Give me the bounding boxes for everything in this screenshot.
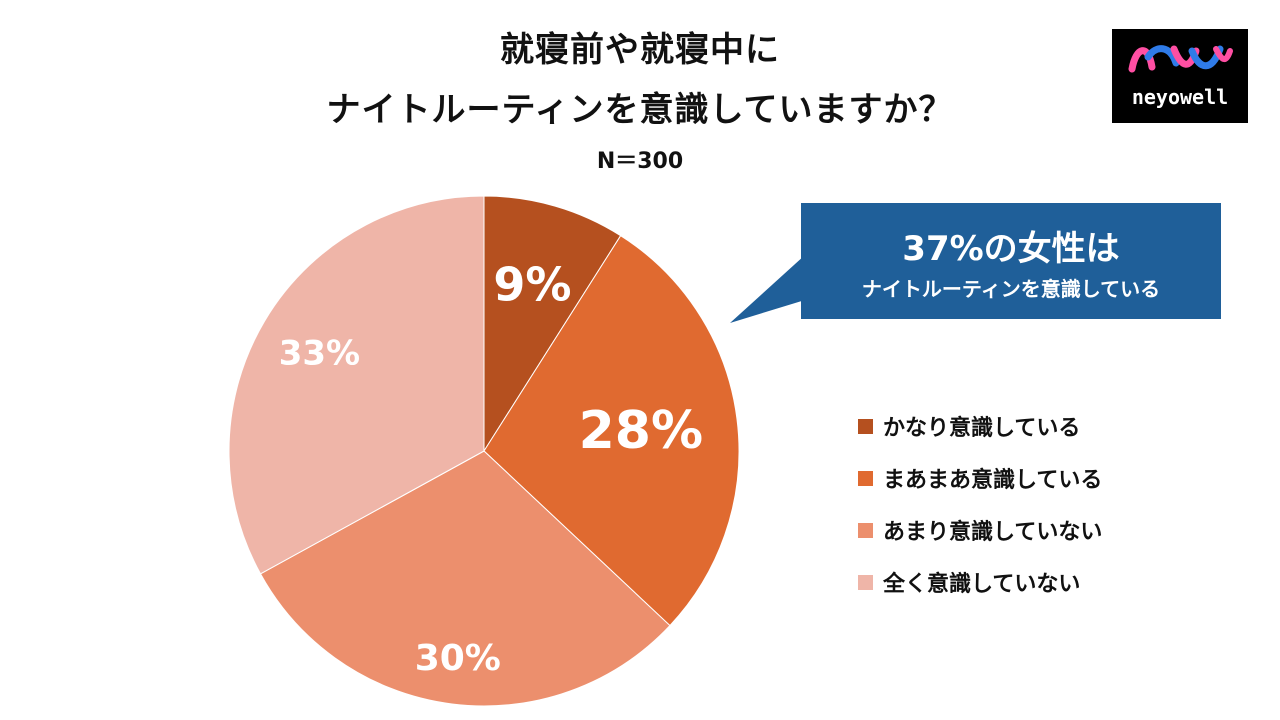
pie-slice	[483, 235, 740, 627]
sample-size-label: N＝300	[596, 149, 684, 174]
pie-slice	[483, 195, 622, 453]
pie-data-label: 9%	[493, 257, 571, 311]
pie-data-label: 28%	[579, 401, 703, 461]
chart-legend: かなり意識している まあまあ意識している あまり意識していない 全く意識していな…	[858, 400, 1258, 608]
pie-data-label: 30%	[415, 638, 501, 679]
legend-item: あまり意識していない	[858, 504, 1258, 556]
legend-item: かなり意識している	[858, 400, 1258, 452]
callout-headline: 37%の女性は	[902, 229, 1120, 269]
legend-swatch	[858, 522, 873, 538]
legend-label: あまり意識していない	[883, 520, 1103, 545]
legend-swatch	[858, 574, 873, 590]
callout-subtext: ナイトルーティンを意識している	[861, 277, 1161, 301]
chart-title-line-1: 就寝前や就寝中に	[500, 30, 780, 70]
pie-slice	[259, 450, 671, 707]
pie-data-label: 33%	[279, 334, 360, 374]
callout-box: 37%の女性は ナイトルーティンを意識している	[801, 203, 1221, 319]
pie-slice	[228, 195, 485, 575]
legend-swatch	[858, 470, 873, 486]
legend-swatch	[858, 418, 873, 434]
neyowell-logo-mark-icon	[1128, 45, 1233, 73]
legend-label: 全く意識していない	[883, 572, 1081, 597]
legend-item: まあまあ意識している	[858, 452, 1258, 504]
brand-logo: neyowell	[1112, 29, 1248, 123]
chart-title-line-2: ナイトルーティンを意識していますか？	[326, 90, 954, 130]
legend-label: かなり意識している	[883, 416, 1081, 441]
logo-wordmark: neyowell	[1131, 85, 1229, 109]
legend-item: 全く意識していない	[858, 556, 1258, 608]
legend-label: まあまあ意識している	[883, 468, 1103, 493]
